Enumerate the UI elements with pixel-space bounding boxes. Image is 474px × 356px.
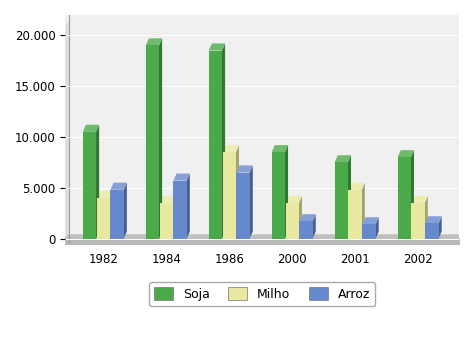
Bar	[272, 152, 285, 239]
Polygon shape	[187, 173, 190, 239]
Polygon shape	[411, 196, 428, 203]
Bar	[237, 173, 250, 239]
Bar	[398, 157, 411, 239]
Bar	[160, 203, 173, 239]
Polygon shape	[285, 145, 288, 239]
Polygon shape	[223, 145, 239, 152]
Bar	[362, 224, 375, 239]
Polygon shape	[110, 183, 127, 190]
Bar	[209, 51, 222, 239]
Polygon shape	[335, 155, 351, 162]
Polygon shape	[411, 150, 414, 239]
Polygon shape	[173, 196, 176, 239]
Bar	[348, 190, 362, 239]
Polygon shape	[160, 196, 176, 203]
Polygon shape	[250, 166, 253, 239]
Polygon shape	[313, 214, 316, 239]
Polygon shape	[285, 196, 302, 203]
Bar	[411, 203, 425, 239]
Bar	[110, 190, 124, 239]
Polygon shape	[96, 125, 99, 239]
Legend: Soja, Milho, Arroz: Soja, Milho, Arroz	[149, 282, 375, 306]
Polygon shape	[300, 214, 316, 221]
Bar	[146, 46, 159, 239]
Polygon shape	[146, 38, 162, 46]
Polygon shape	[222, 43, 225, 239]
Bar	[83, 132, 96, 239]
Polygon shape	[159, 38, 162, 239]
Polygon shape	[97, 191, 113, 198]
Polygon shape	[362, 217, 379, 224]
Polygon shape	[110, 191, 113, 239]
Polygon shape	[425, 196, 428, 239]
Bar	[425, 223, 438, 239]
Polygon shape	[124, 183, 127, 239]
Bar	[300, 221, 313, 239]
Polygon shape	[362, 183, 365, 239]
Polygon shape	[348, 155, 351, 239]
Polygon shape	[398, 150, 414, 157]
Polygon shape	[65, 235, 462, 239]
Polygon shape	[65, 22, 69, 239]
Bar	[173, 180, 187, 239]
Bar	[97, 198, 110, 239]
Bar	[335, 162, 348, 239]
Polygon shape	[299, 196, 302, 239]
Polygon shape	[173, 173, 190, 180]
Polygon shape	[375, 217, 379, 239]
Polygon shape	[236, 145, 239, 239]
Bar	[223, 152, 236, 239]
Polygon shape	[272, 145, 288, 152]
Polygon shape	[348, 183, 365, 190]
Bar	[285, 203, 299, 239]
Polygon shape	[438, 216, 442, 239]
Polygon shape	[237, 166, 253, 173]
Polygon shape	[209, 43, 225, 51]
Polygon shape	[83, 125, 99, 132]
Polygon shape	[425, 216, 442, 223]
